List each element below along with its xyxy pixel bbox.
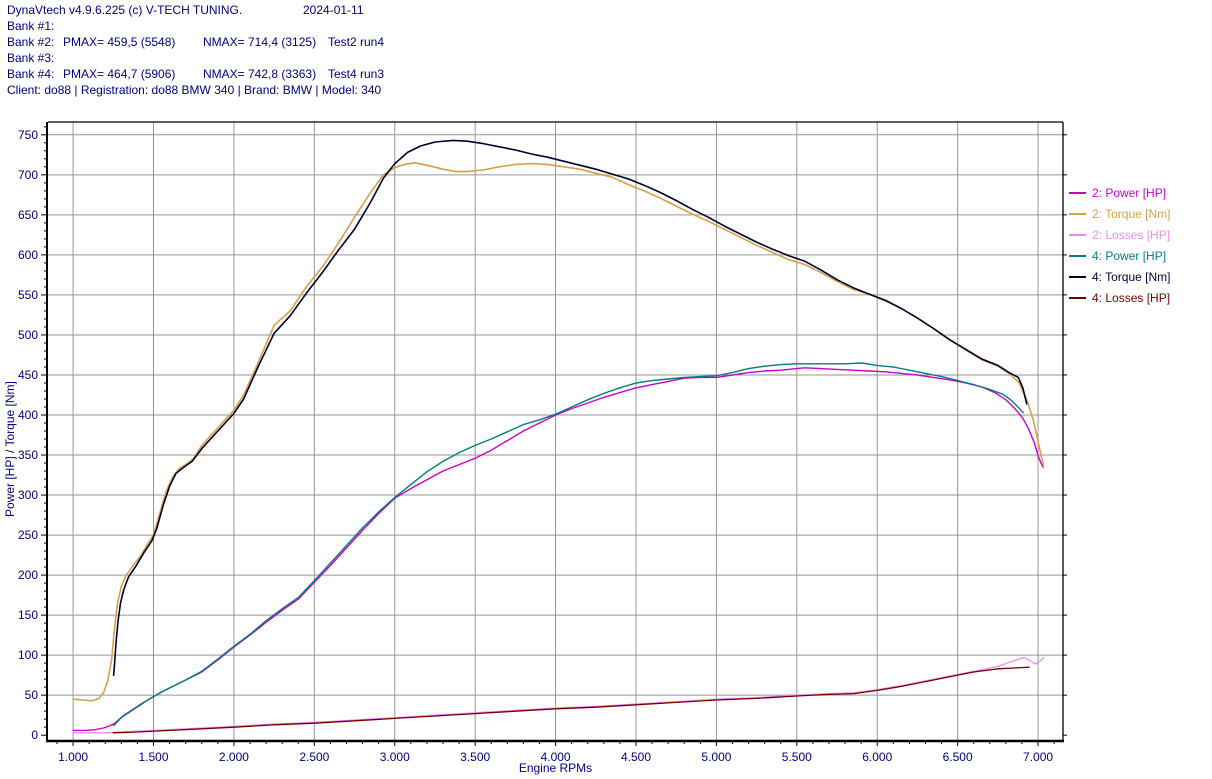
x-tick-label: 1.000 xyxy=(58,750,88,764)
y-axis-title: Power [HP] / Torque [Nm] xyxy=(3,381,17,517)
y-tick-label: 50 xyxy=(25,688,39,702)
legend-label-2-power: 2: Power [HP] xyxy=(1092,185,1167,200)
bank2-label: Bank #2: xyxy=(7,35,55,49)
x-axis-title: Engine RPMs xyxy=(518,761,593,775)
x-tick-label: 5.500 xyxy=(782,750,812,764)
y-tick-label: 150 xyxy=(18,608,38,622)
y-tick-label: 600 xyxy=(18,248,38,262)
x-tick-label: 5.000 xyxy=(701,750,731,764)
y-tick-label: 650 xyxy=(18,208,38,222)
tick-labels: 0 50 100 150 200 250 300 350 400 450 500 550 600 650 7… xyxy=(18,128,1053,764)
x-tick-label: 3.500 xyxy=(460,750,490,764)
x-tick-label: 2.000 xyxy=(219,750,249,764)
legend-swatch-4-torque xyxy=(1069,275,1086,278)
bank4-run: Test4 run3 xyxy=(328,67,385,81)
y-tick-label: 350 xyxy=(18,448,38,462)
x-tick-label: 2.500 xyxy=(299,750,329,764)
legend-item-2-torque: 2: Torque [Nm] xyxy=(1069,203,1170,224)
bank4-label: Bank #4: xyxy=(7,67,55,81)
bank4-pmax: PMAX= 464,7 (5906) xyxy=(63,67,176,81)
legend-item-4-losses: 4: Losses [HP] xyxy=(1069,287,1170,308)
bank2-run: Test2 run4 xyxy=(328,35,385,49)
y-tick-label: 0 xyxy=(31,728,38,742)
header-title-line: DynaVtech v4.9.6.225 (c) V-TECH TUNING. 2… xyxy=(7,3,364,17)
legend-swatch-4-losses xyxy=(1069,296,1086,299)
series-4-losses xyxy=(112,666,1030,734)
legend-label-2-losses: 2: Losses [HP] xyxy=(1092,227,1171,242)
x-tick-label: 4.500 xyxy=(621,750,651,764)
bank2-nmax: NMAX= 714,4 (3125) xyxy=(203,35,317,49)
chart-legend: 2: Power [HP] 2: Torque [Nm] 2: Losses [HP… xyxy=(1069,182,1170,308)
legend-label-2-torque: 2: Torque [Nm] xyxy=(1092,206,1171,221)
y-tick-label: 200 xyxy=(18,568,38,582)
x-tick-label: 6.500 xyxy=(943,750,973,764)
client-line: Client: do88 | Registration: do88 BMW 34… xyxy=(7,83,382,97)
y-tick-label: 450 xyxy=(18,368,38,382)
bank3-line: Bank #3: xyxy=(7,51,55,65)
series-2-power xyxy=(72,367,1044,732)
legend-item-2-losses: 2: Losses [HP] xyxy=(1069,224,1170,245)
y-tick-label: 250 xyxy=(18,528,38,542)
legend-swatch-4-power xyxy=(1069,254,1086,257)
plot-frame xyxy=(46,121,1064,743)
gridlines xyxy=(48,122,1063,740)
series-2-losses xyxy=(72,656,1045,734)
legend-label-4-power: 4: Power [HP] xyxy=(1092,248,1167,263)
y-tick-label: 300 xyxy=(18,488,38,502)
legend-label-4-torque: 4: Torque [Nm] xyxy=(1092,269,1171,284)
legend-swatch-2-power xyxy=(1069,191,1086,194)
y-tick-label: 500 xyxy=(18,328,38,342)
y-tick-label: 750 xyxy=(18,128,38,142)
y-tick-label: 100 xyxy=(18,648,38,662)
legend-swatch-2-losses xyxy=(1069,233,1086,236)
x-tick-label: 4.000 xyxy=(541,750,571,764)
series-4-torque xyxy=(112,139,1028,677)
x-tick-label: 3.000 xyxy=(380,750,410,764)
legend-label-4-losses: 4: Losses [HP] xyxy=(1092,290,1171,305)
x-tick-label: 6.000 xyxy=(862,750,892,764)
y-tick-label: 700 xyxy=(18,168,38,182)
series-4-power xyxy=(112,362,1024,727)
tick-marks xyxy=(41,126,1067,746)
x-tick-label: 7.000 xyxy=(1023,750,1053,764)
bank4-nmax: NMAX= 742,8 (3363) xyxy=(203,67,317,81)
x-tick-label: 1.500 xyxy=(138,750,168,764)
bank2-pmax: PMAX= 459,5 (5548) xyxy=(63,35,176,49)
report-date: 2024-01-11 xyxy=(303,3,364,17)
legend-swatch-2-torque xyxy=(1069,212,1086,215)
legend-item-4-power: 4: Power [HP] xyxy=(1069,245,1170,266)
series-2-torque xyxy=(72,162,1044,702)
series-curves xyxy=(72,139,1045,734)
y-tick-label: 550 xyxy=(18,288,38,302)
bank1-line: Bank #1: xyxy=(7,19,55,33)
y-tick-label: 400 xyxy=(18,408,38,422)
legend-item-4-torque: 4: Torque [Nm] xyxy=(1069,266,1170,287)
app-title: DynaVtech v4.9.6.225 (c) V-TECH TUNING. xyxy=(7,3,243,17)
legend-item-2-power: 2: Power [HP] xyxy=(1069,182,1170,203)
